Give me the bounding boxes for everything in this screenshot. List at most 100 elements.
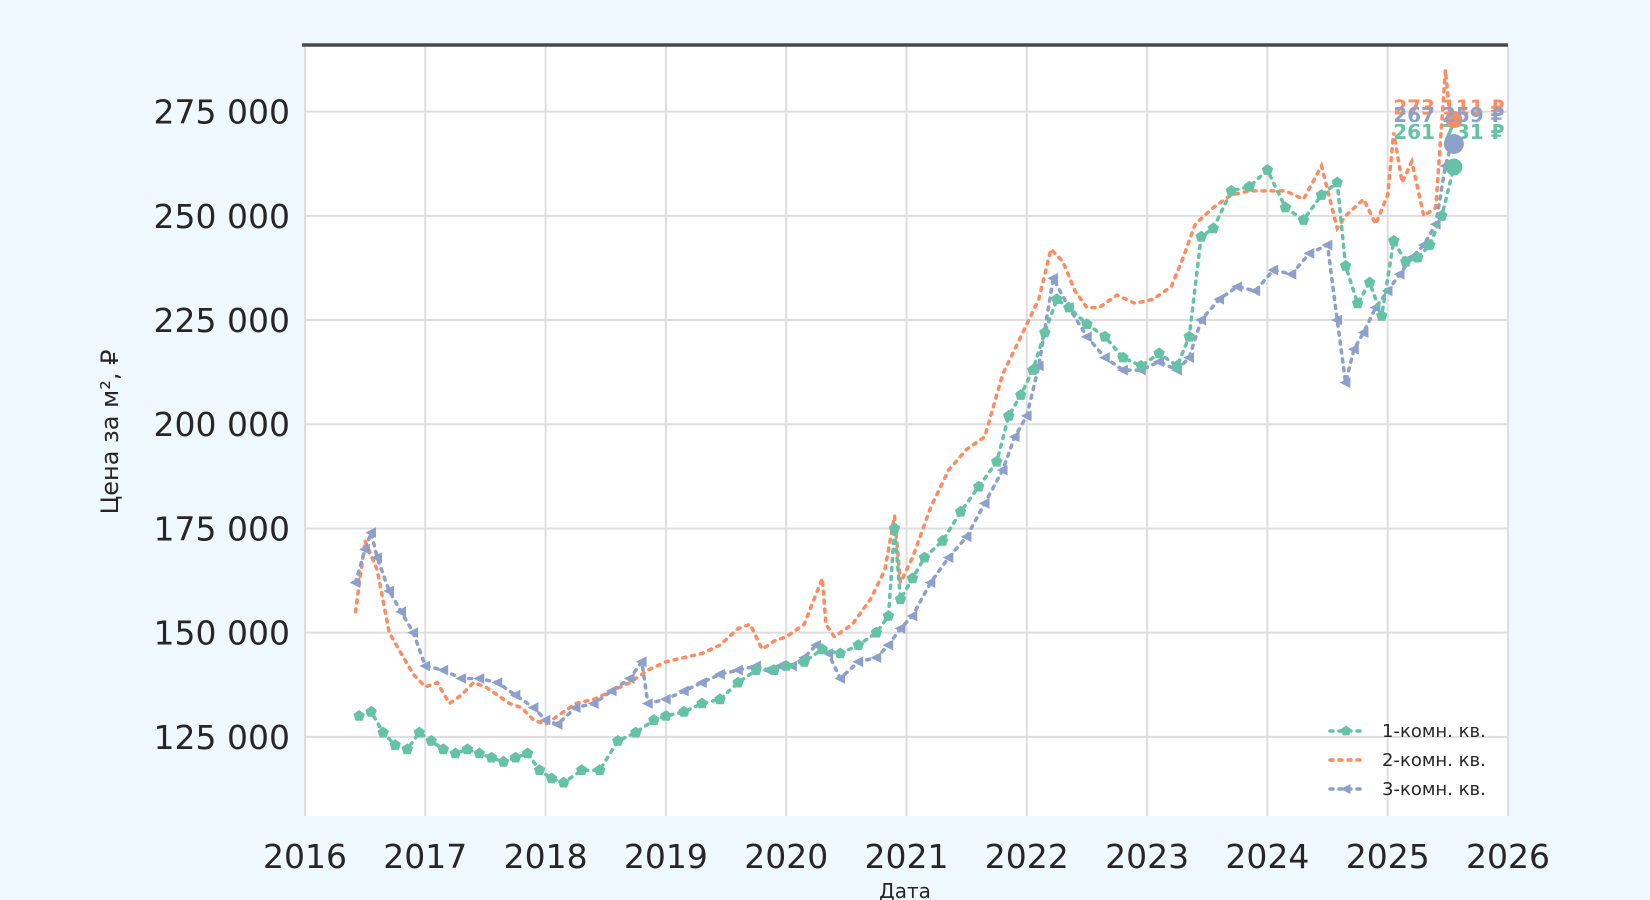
legend: 1-комн. кв. 2-комн. кв. 3-комн. кв. [1328, 721, 1486, 800]
legend-label: 3-комн. кв. [1382, 779, 1486, 800]
data-point [1231, 281, 1243, 293]
y-tick-label: 125 000 [154, 718, 290, 757]
data-point [1003, 409, 1015, 421]
data-point [1376, 309, 1388, 321]
data-point [1020, 410, 1032, 422]
data-point [1351, 297, 1364, 309]
data-point [1195, 314, 1207, 326]
data-point [978, 498, 990, 509]
end-point-marker [1445, 111, 1463, 129]
data-point [545, 772, 558, 784]
data-point [696, 697, 708, 709]
data-point [882, 610, 895, 621]
data-point [509, 751, 522, 763]
data-point [1339, 259, 1352, 271]
data-point [1047, 272, 1059, 284]
data-point [852, 656, 864, 668]
data-point [870, 626, 883, 638]
x-axis-label: Дата [879, 879, 931, 900]
x-tick-label: 2019 [624, 837, 708, 876]
series-1 [353, 161, 1460, 788]
data-point [1297, 214, 1310, 225]
data-point [1412, 251, 1424, 263]
data-point [870, 652, 882, 664]
data-point [834, 647, 846, 659]
data-point [1213, 293, 1225, 305]
y-tick-label: 200 000 [154, 405, 290, 444]
data-point [1135, 359, 1147, 371]
data-point [576, 764, 588, 775]
data-point [1051, 293, 1063, 305]
data-point [389, 739, 401, 750]
data-point [714, 693, 726, 705]
end-point-marker [1443, 133, 1464, 154]
data-point [1321, 239, 1333, 251]
data-point [1339, 377, 1351, 388]
legend-label: 2-комн. кв. [1382, 750, 1486, 771]
data-point [569, 702, 581, 714]
end-value-label: 267 259 ₽ [1393, 103, 1504, 127]
data-point [973, 480, 985, 492]
end-value-label: 273 111 ₽ [1393, 96, 1504, 120]
x-tick-label: 2026 [1466, 837, 1550, 876]
data-point [473, 673, 485, 684]
data-point [714, 668, 725, 680]
data-point [419, 660, 431, 672]
data-point [413, 726, 425, 738]
data-point [906, 572, 919, 584]
data-point [455, 673, 467, 684]
data-point [605, 685, 617, 697]
data-point [1153, 347, 1165, 359]
data-point [612, 735, 624, 746]
data-point [1081, 318, 1093, 330]
data-point [954, 505, 967, 517]
x-tick-label: 2022 [985, 837, 1069, 876]
data-point [521, 747, 534, 759]
data-point [659, 693, 671, 705]
data-point [1303, 247, 1315, 259]
data-point [780, 660, 792, 671]
data-point [1027, 364, 1039, 375]
data-point [678, 705, 690, 717]
data-point [1249, 285, 1261, 297]
data-point [1207, 222, 1219, 234]
y-tick-label: 150 000 [154, 614, 290, 653]
data-point [630, 726, 642, 738]
data-point [635, 656, 647, 668]
data-point [996, 464, 1008, 476]
data-point [918, 551, 931, 563]
x-tick-label: 2018 [504, 837, 588, 876]
ticks: 2016 2017 2018 2019 2020 2021 2022 2023 2024 2025… [154, 93, 1550, 876]
series-line [353, 69, 1453, 727]
data-point [461, 743, 474, 755]
x-tick-label: 2024 [1225, 837, 1309, 876]
data-point [1357, 327, 1369, 338]
data-point [1098, 352, 1110, 363]
data-point [894, 623, 906, 634]
data-point [1315, 189, 1328, 200]
data-point [894, 593, 907, 605]
y-tick-label: 250 000 [154, 197, 290, 236]
data-point [936, 534, 949, 546]
data-point [1331, 176, 1343, 188]
data-point [359, 543, 370, 555]
data-point [407, 627, 419, 639]
data-point [1285, 268, 1297, 280]
data-point [1063, 301, 1075, 313]
data-point [732, 676, 744, 688]
data-point [371, 552, 382, 564]
legend-label: 1-комн. кв. [1382, 721, 1486, 742]
data-point [660, 710, 672, 721]
data-point [437, 664, 449, 676]
data-point [816, 643, 828, 655]
data-point [623, 673, 635, 684]
data-point [349, 577, 361, 589]
data-point [768, 664, 780, 675]
data-point [852, 639, 865, 650]
data-point [365, 705, 377, 717]
data-point [1393, 268, 1405, 280]
data-point [1331, 314, 1342, 326]
data-point [539, 714, 551, 726]
data-point [1183, 330, 1195, 342]
